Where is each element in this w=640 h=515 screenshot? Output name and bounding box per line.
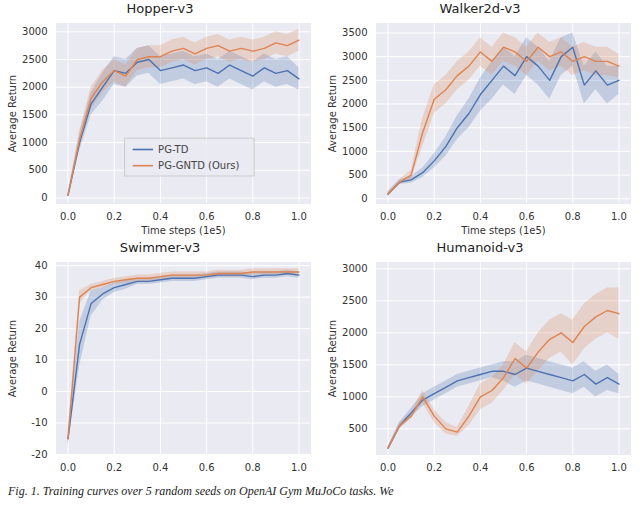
svg-text:2500: 2500: [342, 295, 367, 306]
svg-text:0.8: 0.8: [245, 211, 261, 222]
svg-text:0.2: 0.2: [106, 462, 122, 473]
svg-text:30: 30: [35, 291, 48, 302]
svg-text:0.2: 0.2: [426, 211, 442, 222]
svg-text:0.0: 0.0: [60, 462, 76, 473]
svg-text:1500: 1500: [22, 109, 47, 120]
svg-text:-20: -20: [31, 449, 47, 460]
svg-text:1.0: 1.0: [611, 462, 627, 473]
svg-text:0: 0: [41, 386, 47, 397]
svg-text:1500: 1500: [342, 122, 367, 133]
svg-text:500: 500: [28, 164, 47, 175]
svg-text:1000: 1000: [22, 137, 47, 148]
svg-text:0.4: 0.4: [472, 211, 488, 222]
svg-text:3500: 3500: [342, 27, 367, 38]
svg-text:Time steps (1e5): Time steps (1e5): [460, 225, 545, 236]
svg-text:40: 40: [35, 260, 48, 271]
svg-text:PG-GNTD (Ours): PG-GNTD (Ours): [158, 160, 239, 171]
html-text:Swimmer-v3: Swimmer-v3: [119, 240, 201, 255]
html-text:Hopper-v3: Hopper-v3: [126, 1, 194, 16]
svg-text:1500: 1500: [342, 359, 367, 370]
svg-text:0.0: 0.0: [380, 462, 396, 473]
svg-text:-10: -10: [31, 417, 47, 428]
svg-text:0: 0: [41, 192, 47, 203]
html-text:Walker2d-v3: Walker2d-v3: [439, 1, 521, 16]
svg-text:0.8: 0.8: [565, 462, 581, 473]
svg-text:0.4: 0.4: [152, 211, 168, 222]
svg-text:1.0: 1.0: [611, 211, 627, 222]
html-text:Fig. 1. Training curves over 5: Fig. 1. Training curves over 5 random se…: [8, 484, 394, 498]
svg-text:2500: 2500: [22, 54, 47, 65]
svg-text:0.6: 0.6: [519, 462, 535, 473]
svg-text:0.6: 0.6: [519, 211, 535, 222]
svg-text:3000: 3000: [342, 51, 367, 62]
svg-text:10: 10: [35, 354, 48, 365]
svg-text:2000: 2000: [22, 81, 47, 92]
svg-text:1000: 1000: [342, 146, 367, 157]
svg-text:20: 20: [35, 323, 48, 334]
svg-text:500: 500: [348, 169, 367, 180]
svg-text:1000: 1000: [342, 391, 367, 402]
svg-text:Average Return: Average Return: [327, 75, 338, 152]
svg-text:1.0: 1.0: [291, 211, 307, 222]
svg-text:0.0: 0.0: [380, 211, 396, 222]
svg-text:2500: 2500: [342, 75, 367, 86]
svg-text:0.8: 0.8: [245, 462, 261, 473]
svg-text:Average Return: Average Return: [327, 320, 338, 397]
svg-text:PG-TD: PG-TD: [158, 144, 189, 155]
svg-text:0.8: 0.8: [565, 211, 581, 222]
svg-text:3000: 3000: [342, 263, 367, 274]
svg-text:Average Return: Average Return: [7, 320, 18, 397]
svg-text:0.2: 0.2: [106, 211, 122, 222]
svg-text:Time steps (1e5): Time steps (1e5): [140, 225, 225, 236]
html-text:Humanoid-v3: Humanoid-v3: [436, 240, 524, 255]
svg-text:0.4: 0.4: [152, 462, 168, 473]
svg-text:2000: 2000: [342, 98, 367, 109]
svg-text:0: 0: [361, 193, 367, 204]
svg-text:0.6: 0.6: [199, 211, 215, 222]
svg-text:2000: 2000: [342, 327, 367, 338]
svg-text:0.4: 0.4: [472, 462, 488, 473]
svg-text:0.6: 0.6: [199, 462, 215, 473]
svg-text:0.0: 0.0: [60, 211, 76, 222]
svg-text:500: 500: [348, 423, 367, 434]
svg-text:Average Return: Average Return: [7, 75, 18, 152]
svg-text:0.2: 0.2: [426, 462, 442, 473]
svg-text:1.0: 1.0: [291, 462, 307, 473]
svg-text:3000: 3000: [22, 26, 47, 37]
